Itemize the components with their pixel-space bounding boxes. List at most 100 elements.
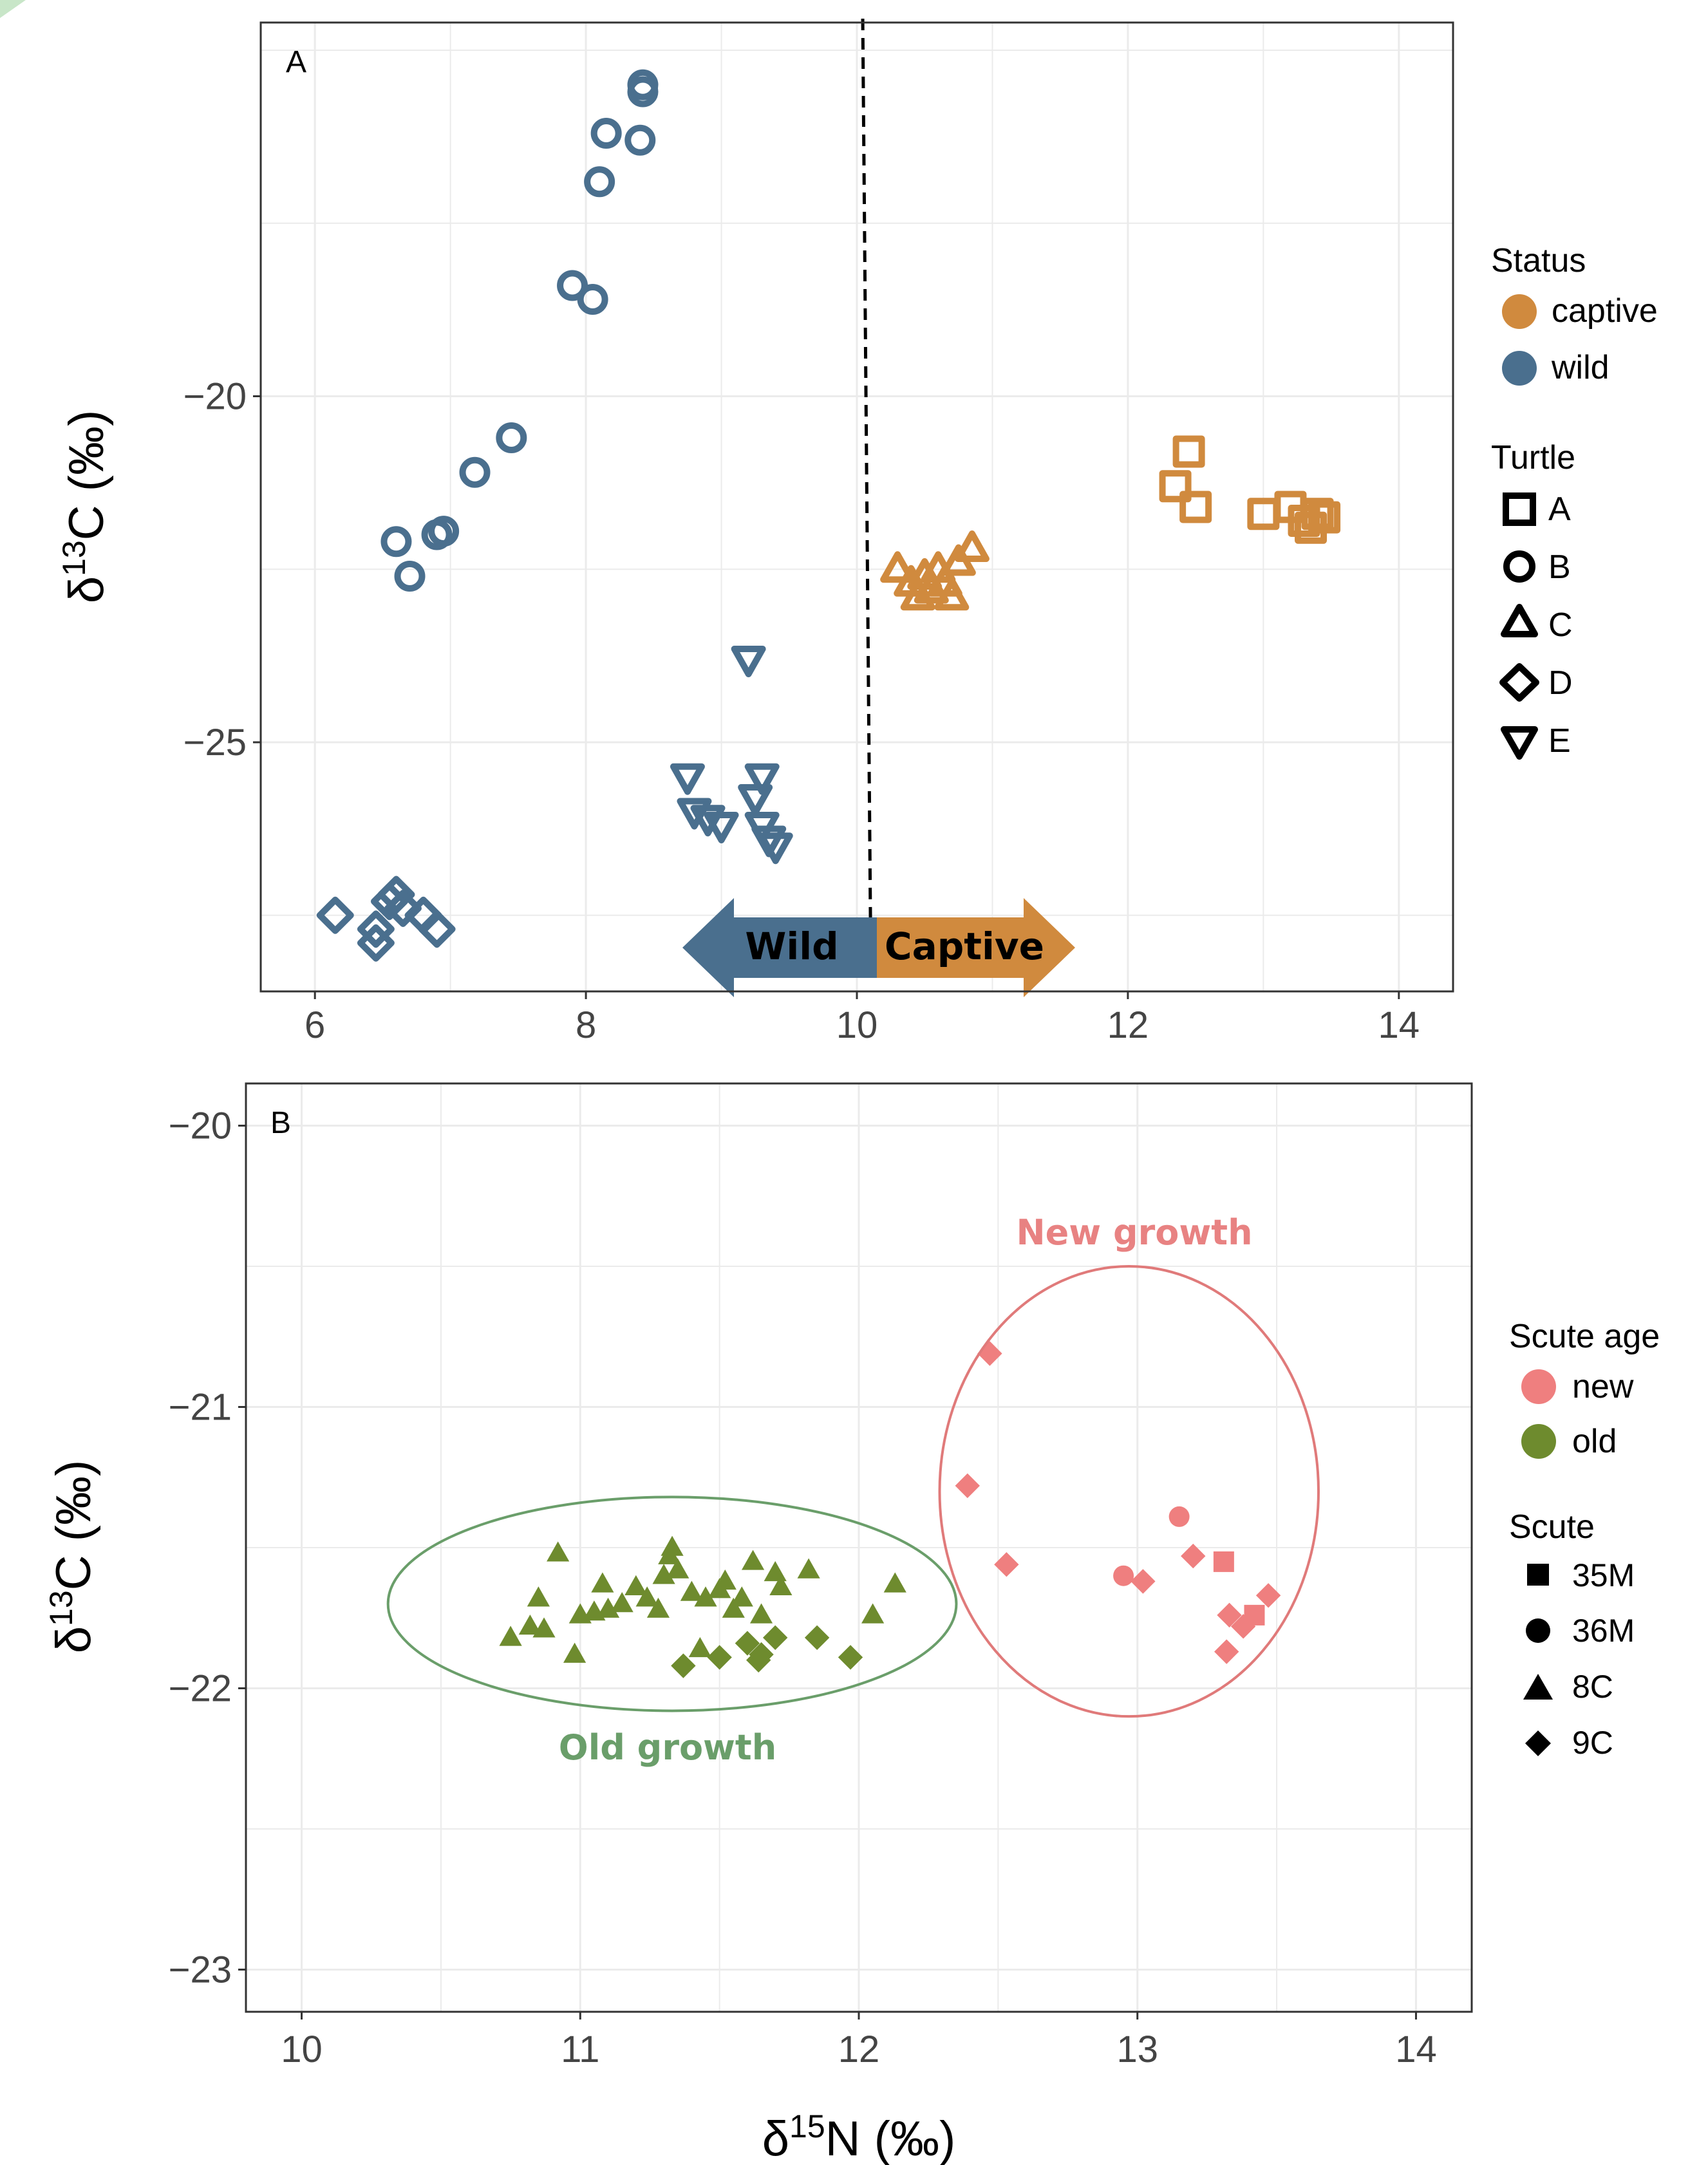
data-point-wild-d — [384, 890, 422, 927]
data-point-old-9c — [671, 1653, 696, 1678]
data-point-captive-a — [1295, 511, 1328, 544]
legend-captive-label: captive — [1552, 292, 1658, 330]
legend-turtle-d-label: D — [1548, 664, 1573, 702]
data-point-old-8c — [596, 1597, 620, 1618]
panel-b-label: B — [270, 1106, 291, 1140]
legend-square-icon — [1503, 492, 1536, 526]
panel-b-x-axis-label: δ15N (‰) — [762, 2108, 956, 2165]
data-point-wild-e — [738, 784, 773, 816]
y-tick-label: −23 — [169, 1949, 232, 1991]
turtle-legend-title: Turtle — [1491, 439, 1575, 476]
legend-old-swatch — [1521, 1424, 1556, 1459]
panel-b-grid — [246, 1083, 1472, 2012]
scute-age-legend: Scute age new old — [1509, 1318, 1660, 1460]
legend-captive-swatch — [1502, 294, 1537, 329]
data-point-old-8c — [797, 1558, 820, 1579]
wild-arrow — [682, 898, 877, 997]
data-point-old-8c — [661, 1535, 684, 1556]
data-point-old-9c — [746, 1647, 771, 1673]
panel-a-x-ticks: 6 8 10 12 14 — [305, 991, 1420, 1046]
data-point-captive-c — [900, 579, 935, 611]
data-point-wild-d — [418, 910, 456, 948]
legend-turtle-a-label: A — [1548, 491, 1571, 528]
data-point-new-36m — [1168, 1506, 1190, 1527]
turtle-legend: Turtle A B C D E — [1491, 439, 1575, 760]
data-point-old-8c — [527, 1586, 550, 1607]
new-growth-annotation: New growth — [1016, 1212, 1252, 1253]
data-point-old-8c — [861, 1603, 885, 1624]
x-tick-label: 10 — [281, 2029, 323, 2070]
legend-turtle-e-label: E — [1548, 722, 1571, 760]
x-tick-label: 10 — [836, 1004, 878, 1046]
data-point-captive-a — [1172, 435, 1205, 468]
data-point-old-8c — [610, 1591, 633, 1613]
legend-triangle-down-icon — [1501, 726, 1538, 760]
legend-filled-circle-icon — [1526, 1618, 1550, 1643]
data-point-wild-b — [577, 284, 608, 315]
data-point-wild-e — [758, 832, 793, 865]
data-point-captive-a — [1179, 491, 1212, 523]
data-point-new-9c — [1217, 1602, 1242, 1628]
legend-new-swatch — [1521, 1369, 1556, 1404]
x-tick-label: 8 — [576, 1004, 596, 1046]
panel-b-x-ticks: 10 11 12 13 14 — [281, 2012, 1437, 2070]
data-point-old-8c — [769, 1575, 793, 1595]
panel-b-y-ticks: −20 −21 −22 −23 — [169, 1105, 246, 1991]
data-point-wild-b — [459, 456, 491, 488]
data-point-old-9c — [707, 1645, 732, 1670]
legend-scute-9c-label: 9C — [1572, 1725, 1613, 1761]
x-tick-label: 14 — [1395, 2029, 1437, 2070]
data-point-new-9c — [994, 1552, 1019, 1577]
y-tick-label: −20 — [183, 376, 247, 418]
y-tick-label: −22 — [169, 1667, 232, 1709]
data-point-old-8c — [591, 1572, 614, 1593]
data-point-wild-b — [428, 516, 460, 547]
y-tick-label: −20 — [169, 1105, 232, 1147]
data-point-wild-e — [731, 646, 766, 677]
data-point-old-8c — [883, 1572, 906, 1593]
data-point-wild-d — [357, 910, 395, 948]
data-point-wild-d — [357, 924, 395, 962]
y-tick-label: −25 — [183, 722, 247, 764]
panel-a-y-axis-label: δ13C (‰) — [56, 410, 114, 604]
data-point-old-9c — [804, 1625, 830, 1651]
data-point-wild-d — [377, 876, 415, 914]
data-point-captive-a — [1247, 498, 1280, 530]
legend-circle-icon — [1503, 550, 1535, 583]
corner-decoration — [0, 0, 26, 18]
data-point-captive-c — [880, 551, 915, 583]
data-point-captive-c — [954, 530, 990, 562]
status-legend-title: Status — [1491, 242, 1586, 279]
data-point-old-8c — [499, 1626, 522, 1646]
panel-a-grid — [261, 23, 1453, 991]
legend-filled-square-icon — [1527, 1564, 1549, 1586]
data-point-old-9c — [838, 1645, 863, 1670]
scute-legend-title: Scute — [1509, 1508, 1595, 1546]
data-point-wild-e — [744, 763, 780, 795]
data-point-wild-b — [627, 76, 659, 108]
panel-a-y-ticks: −20 −25 — [183, 376, 261, 764]
panel-b-y-axis-label: δ13C (‰) — [43, 1460, 101, 1654]
data-point-new-9c — [1181, 1543, 1206, 1569]
data-point-old-8c — [688, 1636, 711, 1658]
data-point-old-8c — [635, 1586, 659, 1607]
data-point-new-35m — [1244, 1604, 1265, 1626]
y-tick-label: −21 — [169, 1387, 232, 1429]
data-point-captive-c — [934, 579, 970, 611]
legend-scute-36m-label: 36M — [1572, 1613, 1635, 1649]
data-point-wild-e — [690, 805, 726, 837]
captive-arrow-label: Captive — [885, 924, 1044, 968]
data-point-wild-b — [380, 526, 412, 558]
data-point-old-8c — [518, 1614, 541, 1635]
scute-age-legend-title: Scute age — [1509, 1318, 1660, 1355]
panel-a-label: A — [286, 45, 306, 79]
data-point-wild-b — [624, 124, 656, 156]
wild-arrow-label: Wild — [745, 924, 838, 968]
legend-triangle-icon — [1501, 604, 1538, 637]
old-growth-annotation: Old growth — [559, 1727, 776, 1768]
data-point-new-36m — [1113, 1565, 1134, 1586]
legend-turtle-c-label: C — [1548, 606, 1573, 644]
legend-filled-triangle-icon — [1523, 1674, 1553, 1700]
data-point-old-8c — [646, 1597, 670, 1618]
legend-turtle-b-label: B — [1548, 548, 1571, 586]
